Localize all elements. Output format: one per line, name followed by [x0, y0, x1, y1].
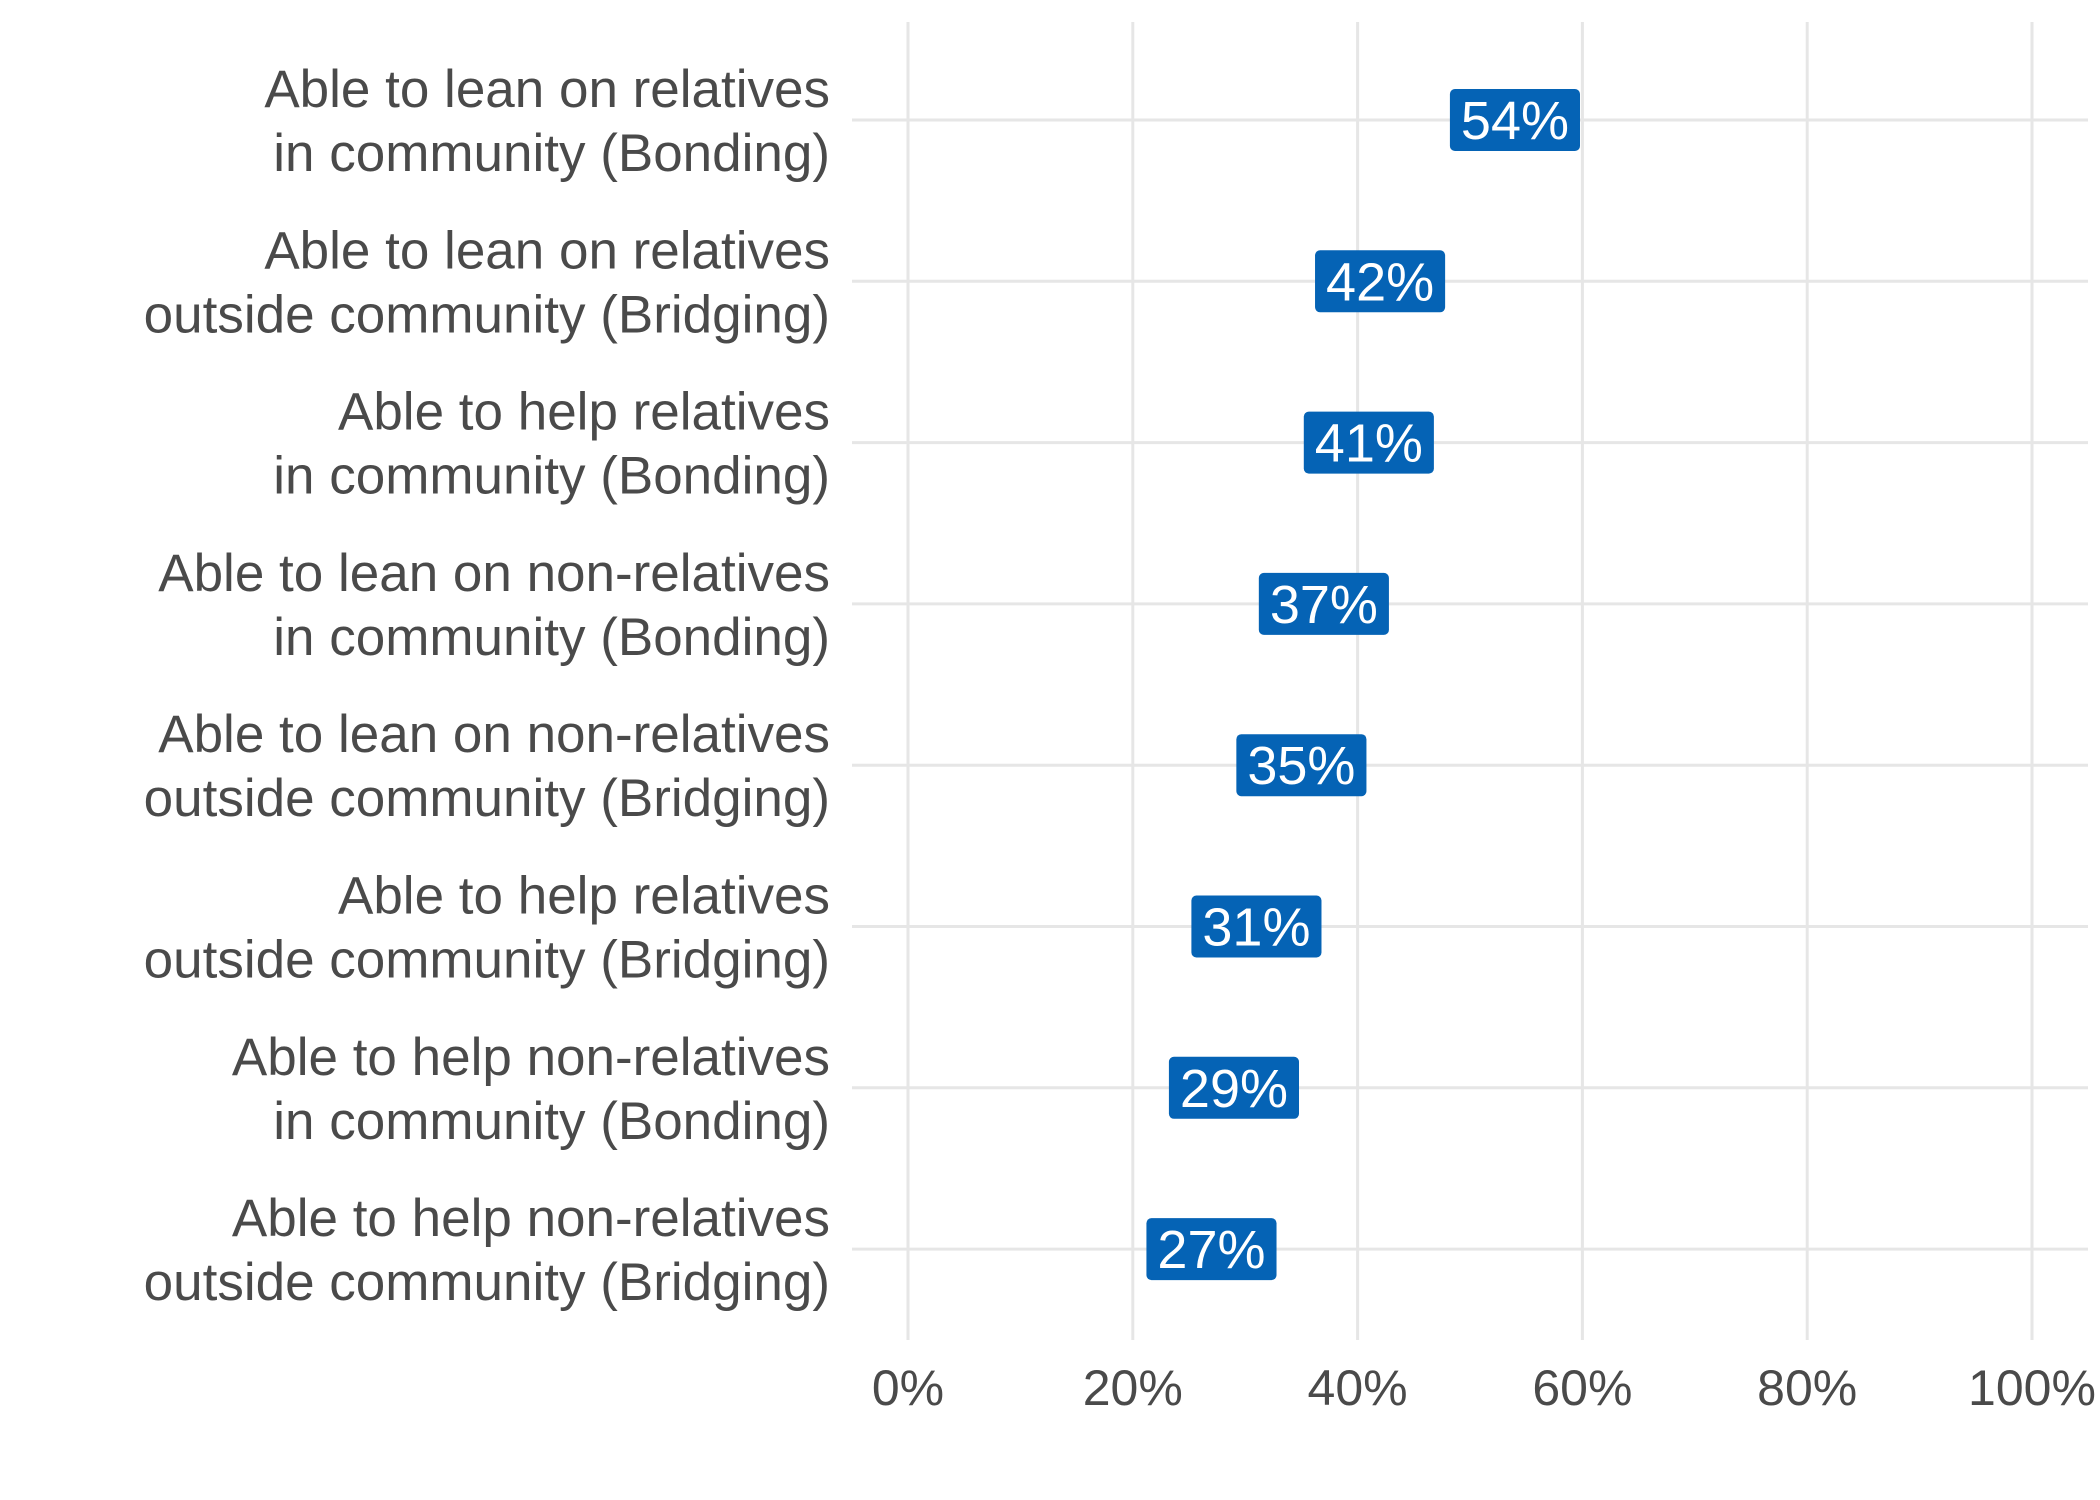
category-label: Able to lean on relatives outside communi… — [144, 221, 830, 344]
value-label: 31% — [1191, 895, 1322, 958]
category-label: Able to lean on relatives in community (B… — [264, 60, 830, 183]
value-label-text: 41% — [1315, 414, 1423, 474]
value-label-box — [1146, 1218, 1277, 1281]
category-label: Able to lean on non-relatives outside com… — [144, 705, 830, 828]
grid-lines — [852, 22, 2088, 1340]
value-label-text: 42% — [1326, 252, 1434, 312]
category-label: Able to help non-relatives outside commun… — [144, 1189, 830, 1312]
value-label-box — [1191, 895, 1322, 958]
category-label: Able to help relatives in community (Bond… — [273, 383, 830, 506]
category-label: Able to help non-relatives in community (… — [232, 1028, 830, 1151]
value-label: 42% — [1315, 250, 1446, 313]
value-label: 54% — [1449, 89, 1581, 151]
x-axis-ticks: 0% 20% 40% 60% 80% 100% — [872, 1360, 2096, 1416]
value-label-box — [1303, 411, 1434, 474]
value-label-box — [1258, 572, 1389, 635]
value-labels: 54% 42% 41% 37% 35% 31% 29% 27% — [1146, 89, 1581, 1281]
value-label-box — [1449, 89, 1581, 151]
value-label-box — [1168, 1056, 1300, 1119]
x-tick-label: 20% — [1083, 1360, 1183, 1416]
value-label: 37% — [1258, 572, 1389, 635]
category-label: Able to help relatives outside community … — [144, 867, 830, 990]
x-tick-label: 80% — [1757, 1360, 1857, 1416]
value-label: 41% — [1303, 411, 1434, 474]
x-tick-label: 40% — [1308, 1360, 1408, 1416]
x-tick-label: 100% — [1968, 1360, 2096, 1416]
category-labels: Able to lean on relatives in community (B… — [144, 60, 830, 1312]
value-label-text: 31% — [1202, 898, 1310, 958]
x-tick-label: 60% — [1532, 1360, 1632, 1416]
value-label: 35% — [1236, 734, 1367, 797]
value-label-text: 29% — [1180, 1059, 1288, 1119]
value-label-box — [1236, 734, 1367, 797]
value-label: 29% — [1168, 1056, 1300, 1119]
value-label-box — [1315, 250, 1446, 313]
value-label: 27% — [1146, 1218, 1277, 1281]
value-label-text: 54% — [1461, 91, 1569, 151]
value-label-text: 27% — [1157, 1220, 1265, 1280]
value-label-text: 35% — [1247, 736, 1355, 796]
category-label: Able to lean on non-relatives in communit… — [158, 544, 830, 667]
value-label-text: 37% — [1270, 575, 1378, 635]
x-tick-label: 0% — [872, 1360, 944, 1416]
